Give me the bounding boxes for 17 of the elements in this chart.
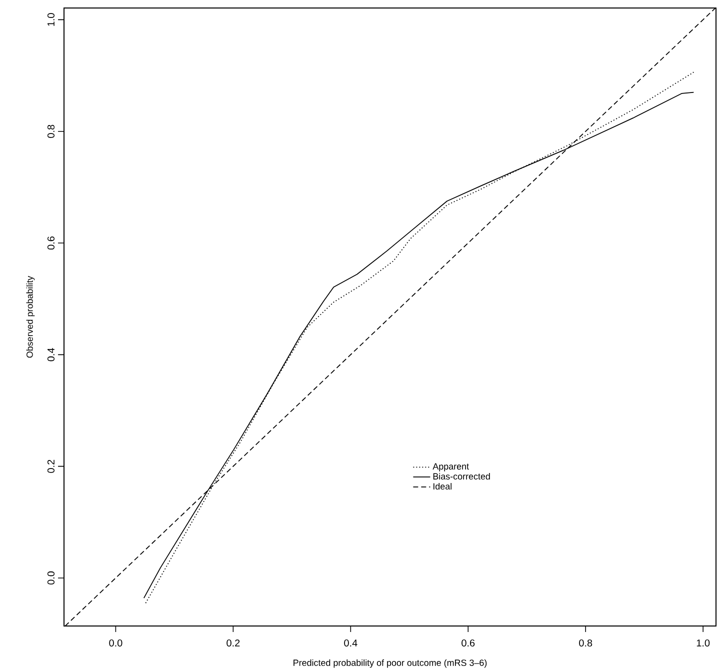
y-tick-label: 0.6 xyxy=(47,236,55,250)
legend-label: Ideal xyxy=(433,482,452,490)
x-axis-title: Predicted probability of poor outcome (mRS 3–6) xyxy=(294,659,487,668)
y-tick-label: 1.0 xyxy=(47,13,55,26)
x-tick-label: 0.8 xyxy=(579,639,592,647)
y-tick-label: 0.2 xyxy=(47,460,55,473)
x-tick-label: 0.2 xyxy=(226,639,240,647)
y-tick-label: 0.0 xyxy=(47,571,55,585)
legend-label: Bias-corrected xyxy=(433,472,490,480)
y-tick-label: 0.4 xyxy=(47,348,55,362)
x-tick-label: 0.6 xyxy=(462,639,475,647)
y-tick-label: 0.8 xyxy=(47,124,55,138)
y-axis-title: Observed probability xyxy=(26,276,35,358)
x-tick-label: 0.0 xyxy=(109,639,122,647)
legend-label: Apparent xyxy=(432,463,469,472)
x-tick-label: 0.4 xyxy=(344,639,358,647)
x-tick-label: 1.0 xyxy=(696,639,710,647)
